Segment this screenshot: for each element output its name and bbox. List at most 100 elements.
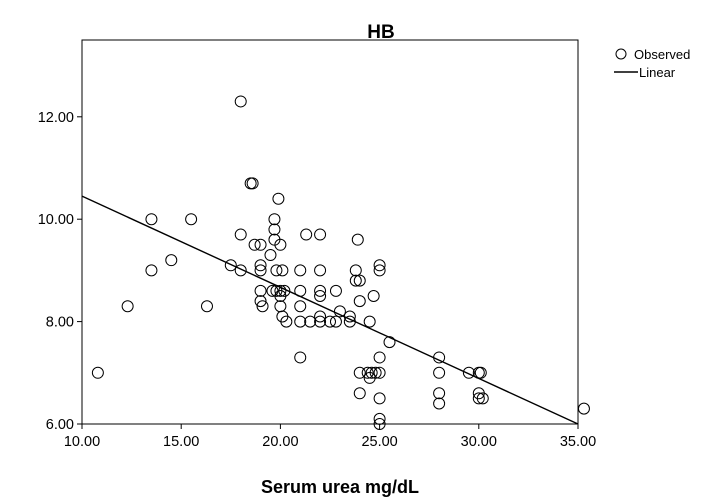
observed-point: [274, 238, 287, 251]
observed-point: [353, 274, 366, 287]
observed-point: [248, 238, 261, 251]
observed-points-layer: [91, 95, 590, 430]
observed-point: [369, 366, 382, 379]
observed-point: [373, 264, 386, 277]
observed-point: [373, 392, 386, 405]
linear-fit-line-layer: [81, 195, 579, 425]
observed-point: [373, 259, 386, 272]
observed-point: [254, 259, 267, 272]
observed-point: [349, 264, 362, 277]
observed-point: [268, 213, 281, 226]
observed-point: [278, 284, 291, 297]
observed-point: [329, 284, 342, 297]
observed-point: [462, 366, 475, 379]
observed-point: [433, 397, 446, 410]
observed-point: [294, 300, 307, 313]
x-tick-label: 30.00: [461, 434, 497, 450]
observed-point: [373, 412, 386, 425]
observed-point: [314, 315, 327, 328]
legend-observed-label: Observed: [634, 47, 690, 62]
observed-point: [353, 387, 366, 400]
observed-point: [363, 315, 376, 328]
x-tick-label: 10.00: [64, 434, 100, 450]
observed-point: [256, 300, 269, 313]
x-tick-label: 15.00: [163, 434, 199, 450]
observed-point: [246, 177, 259, 190]
observed-point: [165, 254, 178, 267]
observed-point: [433, 351, 446, 364]
observed-point: [373, 366, 386, 379]
y-tick-label: 6.00: [46, 417, 74, 433]
observed-point: [280, 315, 293, 328]
observed-point: [351, 233, 364, 246]
observed-point: [234, 228, 247, 241]
x-tick-label: 35.00: [560, 434, 596, 450]
observed-point: [433, 366, 446, 379]
observed-point: [353, 295, 366, 308]
observed-point: [314, 264, 327, 277]
observed-point: [274, 284, 287, 297]
y-axis: 6.00 8.00 10.00 12.00: [38, 110, 82, 433]
observed-point: [121, 300, 134, 313]
observed-point: [300, 228, 313, 241]
observed-point: [91, 366, 104, 379]
observed-point: [276, 264, 289, 277]
x-axis-title: Serum urea mg/dL: [261, 477, 419, 497]
observed-point: [349, 274, 362, 287]
observed-point: [264, 249, 277, 262]
observed-point: [254, 295, 267, 308]
x-axis: 10.00 15.00 20.00 25.00 30.00 35.00: [64, 424, 596, 450]
legend: Observed Linear: [614, 47, 690, 80]
observed-point: [294, 264, 307, 277]
observed-point: [254, 238, 267, 251]
observed-point: [314, 310, 327, 323]
observed-point: [353, 366, 366, 379]
observed-point: [145, 264, 158, 277]
observed-point: [361, 366, 374, 379]
observed-point: [472, 392, 485, 405]
observed-point: [367, 290, 380, 302]
observed-point: [145, 213, 158, 226]
observed-point: [324, 315, 336, 328]
observed-point: [200, 300, 213, 313]
observed-point: [224, 259, 237, 272]
observed-point: [185, 213, 198, 226]
observed-point: [373, 418, 386, 430]
observed-point: [254, 284, 267, 297]
observed-point: [343, 310, 356, 323]
observed-point: [476, 392, 489, 405]
observed-point: [234, 264, 247, 277]
observed-point: [294, 284, 307, 297]
observed-point: [433, 387, 446, 400]
observed-point: [373, 351, 386, 364]
y-tick-label: 12.00: [38, 110, 74, 126]
y-tick-label: 8.00: [46, 315, 74, 331]
observed-point: [272, 192, 285, 205]
observed-point: [314, 290, 327, 302]
x-tick-label: 20.00: [262, 434, 298, 450]
x-tick-label: 25.00: [361, 434, 397, 450]
observed-point: [314, 284, 327, 297]
legend-linear-label: Linear: [639, 65, 676, 80]
observed-point: [294, 351, 307, 364]
observed-point: [577, 402, 590, 415]
observed-point: [343, 315, 356, 328]
legend-observed-marker: [615, 48, 627, 60]
observed-point: [270, 264, 283, 277]
observed-point: [234, 95, 247, 108]
chart-title: HB: [367, 22, 394, 43]
observed-point: [314, 228, 327, 241]
observed-point: [254, 264, 267, 277]
observed-point: [294, 315, 307, 328]
y-tick-label: 10.00: [38, 212, 74, 228]
observed-point: [383, 336, 396, 349]
observed-point: [304, 315, 317, 328]
observed-point: [268, 223, 281, 236]
observed-point: [329, 315, 342, 328]
linear-fit-line: [81, 195, 579, 425]
observed-point: [333, 305, 346, 318]
observed-point: [474, 366, 487, 379]
observed-point: [365, 366, 378, 379]
plot-area: [81, 39, 579, 425]
